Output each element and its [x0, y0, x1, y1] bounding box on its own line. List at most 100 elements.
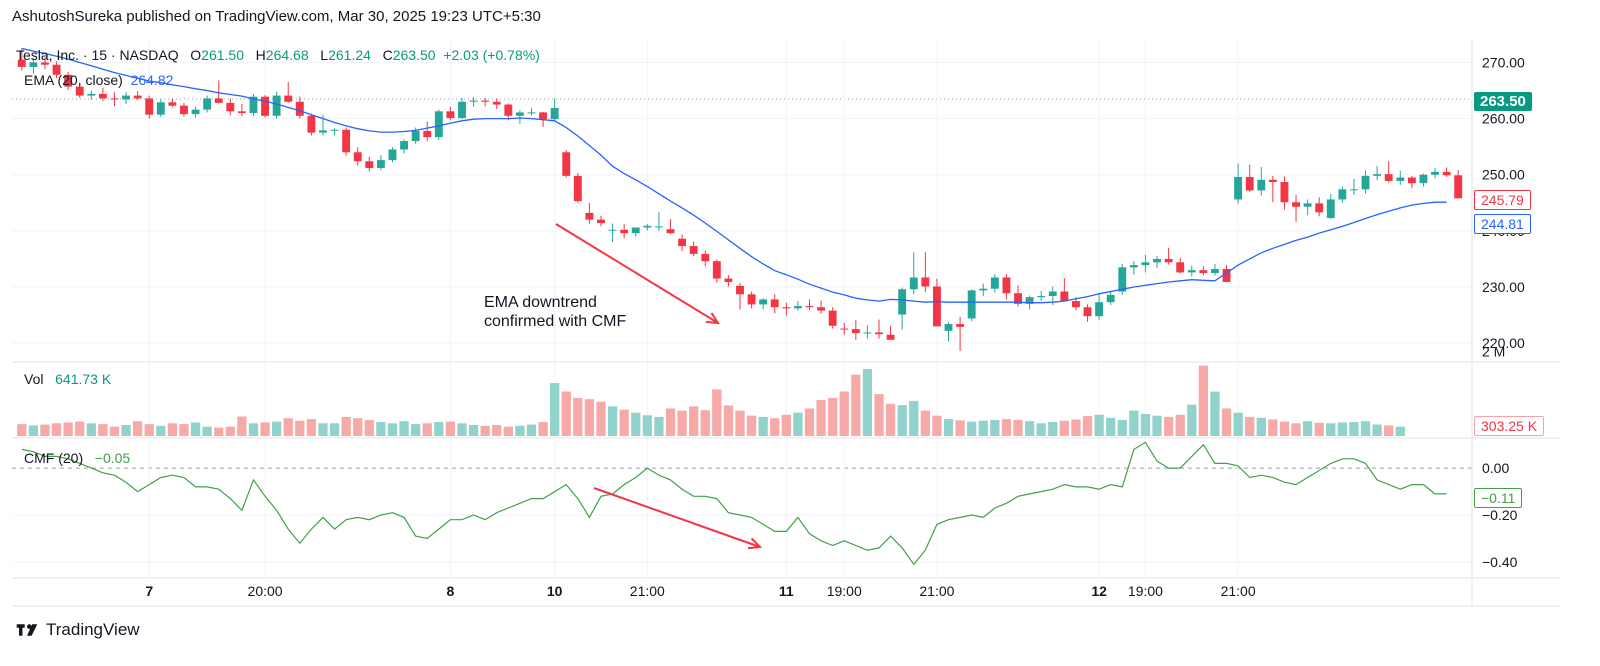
price-downtrend-arrow: [555, 223, 719, 324]
candle-body: [585, 212, 594, 220]
candle-body: [1384, 174, 1393, 181]
time-tick-label: 21:00: [1221, 583, 1256, 599]
candle-body: [1014, 293, 1022, 304]
candle-body: [828, 310, 837, 326]
volume-bar: [1360, 421, 1371, 436]
candle-body: [1454, 175, 1463, 199]
ema-label[interactable]: EMA (20, close): [24, 72, 123, 88]
candle-body: [145, 98, 154, 115]
price-tick-label: 230.00: [1482, 279, 1525, 295]
candle-body: [840, 328, 849, 330]
candle-body: [458, 101, 466, 119]
volume-bar: [920, 410, 930, 436]
volume-bar: [978, 420, 988, 436]
volume-bar: [132, 421, 143, 436]
volume-bar: [943, 419, 954, 436]
symbol-legend[interactable]: Tesla, Inc. · 15 · NASDAQ O261.50 H264.6…: [16, 47, 540, 63]
volume-label[interactable]: Vol: [24, 371, 44, 387]
volume-bar: [1314, 422, 1324, 436]
candle-body: [990, 277, 999, 289]
time-tick-label: 21:00: [919, 583, 954, 599]
candle-body: [1257, 179, 1266, 191]
publish-header: AshutoshSureka published on TradingView.…: [12, 8, 541, 25]
candle-body: [156, 102, 165, 115]
candle-body: [701, 253, 710, 262]
candle-body: [75, 86, 84, 96]
candle-body: [1211, 269, 1219, 273]
candle-body: [17, 59, 26, 67]
candle-body: [875, 332, 883, 335]
tradingview-brand[interactable]: TradingView: [14, 620, 140, 640]
candle-body: [666, 229, 675, 234]
volume-bar: [1245, 416, 1255, 436]
candle-body: [1083, 307, 1092, 317]
candle-body: [608, 229, 617, 231]
volume-bar: [932, 415, 942, 436]
candle-body: [1407, 177, 1416, 184]
volume-bar: [1372, 424, 1382, 436]
volume-bar: [445, 421, 456, 436]
volume-bar: [1268, 419, 1278, 436]
cmf-tick-label: 0.00: [1482, 460, 1509, 476]
ema-legend[interactable]: EMA (20, close) 264.82: [24, 72, 173, 88]
candle-body: [481, 100, 490, 102]
candle-body: [1361, 175, 1370, 190]
time-tick-label: 7: [145, 583, 153, 599]
volume-bar: [179, 424, 189, 436]
candle-body: [1431, 171, 1439, 175]
volume-bar: [1036, 423, 1046, 436]
volume-bar: [1001, 419, 1012, 436]
close-value: 263.50: [392, 47, 436, 63]
candle-body: [411, 130, 420, 142]
cmf-downtrend-arrow-head: [747, 537, 763, 550]
volume-bar: [1024, 421, 1035, 436]
volume-bar: [329, 423, 340, 436]
cmf-label[interactable]: CMF (20): [24, 450, 84, 466]
volume-bar: [607, 406, 618, 436]
price-tick-label: 220.00: [1482, 335, 1525, 351]
cmf-badge: −0.11: [1474, 488, 1523, 508]
volume-bar: [1198, 365, 1208, 436]
volume-bar: [202, 426, 212, 436]
volume-legend[interactable]: Vol 641.73 K: [24, 371, 111, 387]
volume-bar: [677, 410, 687, 436]
volume-bar: [1117, 419, 1127, 436]
volume-bar: [1129, 410, 1139, 436]
volume-bar: [1163, 416, 1174, 436]
time-axis[interactable]: 7 20:00 8 10 21:00 11 19:00 21:00 12 19:00 21:00: [145, 583, 1256, 599]
volume-bar: [1071, 419, 1081, 436]
candle-body: [979, 288, 988, 291]
annotation-arrows: [555, 223, 763, 550]
open-value: 261.50: [201, 47, 244, 63]
volume-bar: [86, 423, 96, 436]
candle-body: [1442, 171, 1451, 176]
volume-bar: [839, 391, 849, 436]
volume-bar: [318, 423, 328, 436]
candle-body: [851, 329, 860, 334]
symbol-name[interactable]: Tesla, Inc. · 15 · NASDAQ: [16, 47, 179, 63]
candle-body: [295, 101, 304, 116]
low-label: L: [320, 47, 329, 63]
volume-bar: [885, 403, 896, 436]
candle-body: [921, 277, 930, 287]
candle-body: [1373, 174, 1382, 176]
ema-line: [21, 47, 1447, 304]
candle-body: [1176, 262, 1185, 273]
volume-bar: [793, 412, 803, 436]
candle-body: [1153, 258, 1161, 263]
candle-body: [527, 112, 536, 114]
candle-body: [909, 277, 918, 290]
volume-bar: [98, 424, 108, 436]
volume-bar: [341, 416, 351, 436]
volume-bar: [770, 418, 780, 436]
volume-bar: [909, 400, 919, 436]
volume-bar: [492, 424, 502, 436]
last-price-badge: 263.50: [1474, 92, 1532, 111]
volume-bar: [561, 391, 571, 436]
candle-body: [52, 64, 61, 75]
candle-body: [423, 130, 432, 138]
candle-body: [805, 306, 814, 308]
cmf-legend[interactable]: CMF (20) −0.05: [24, 450, 130, 466]
candle-body: [492, 101, 501, 105]
